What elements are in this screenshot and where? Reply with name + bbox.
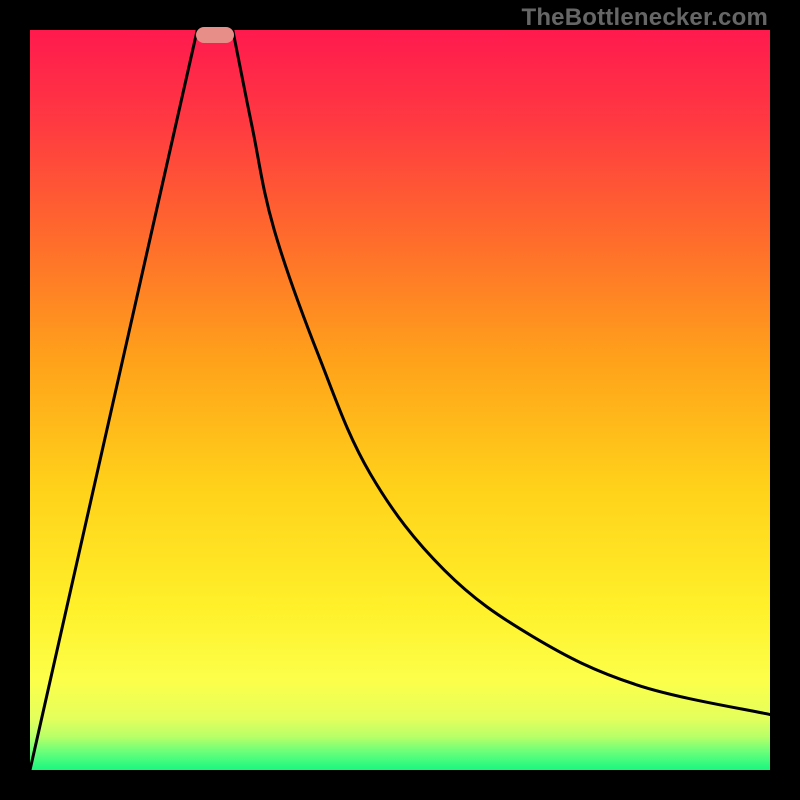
watermark-text: TheBottlenecker.com: [521, 4, 768, 32]
chart-frame: TheBottlenecker.com: [0, 0, 800, 800]
plot-area: [30, 30, 770, 770]
bottleneck-curve: [30, 30, 770, 770]
